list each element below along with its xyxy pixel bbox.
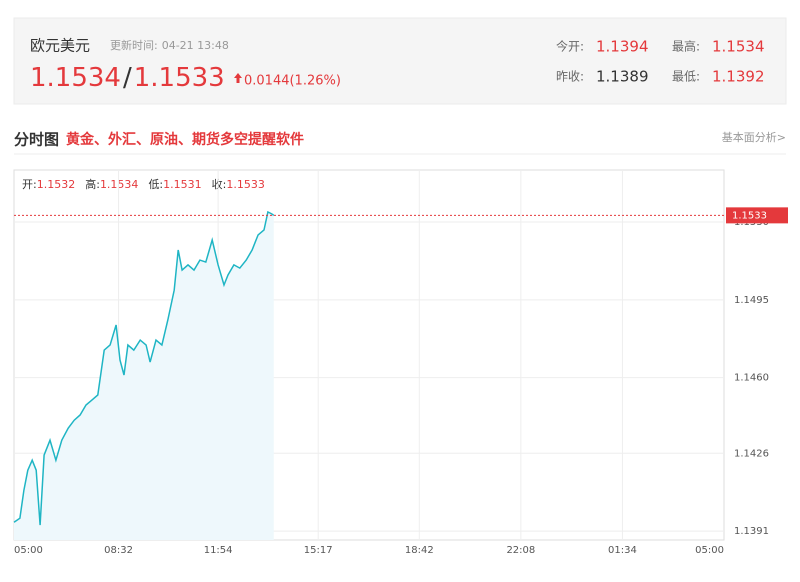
stat-value: 1.1389 [596,68,649,86]
stat-label: 最低: [672,70,700,84]
stat-value: 1.1392 [712,68,765,86]
x-tick-label: 22:08 [506,545,535,556]
plot: 1.15301.14951.14601.14261.139105:0008:32… [13,169,788,556]
x-tick-label: 11:54 [204,545,233,556]
y-tick-label: 1.1495 [734,295,769,306]
ask: 1.1533 [134,63,225,93]
price-area [14,212,274,540]
x-tick-label: 15:17 [304,545,333,556]
x-tick-label: 05:00 [695,545,724,556]
stat-label: 最高: [672,39,700,54]
x-tick-label: 18:42 [405,545,434,556]
stat-value: 1.1394 [596,38,649,56]
stat-label: 昨收: [556,70,584,84]
ohlc-value: 1.1531 [163,178,202,191]
y-tick-label: 1.1391 [734,526,769,537]
ohlc-label: 开: [22,178,37,191]
y-tick-label: 1.1426 [734,448,769,459]
current-price-label: 1.1533 [732,210,767,221]
section-title: 分时图 [14,131,59,149]
update-time: 04-21 13:48 [162,39,229,52]
ohlc-value: 1.1534 [100,178,139,191]
change: 0.0144(1.26%) [244,74,341,89]
ohlc-row: 开:1.1532 高:1.1534 低:1.1531 收:1.1533 [22,177,265,191]
up-arrow [234,73,242,83]
stat-value: 1.1534 [712,38,765,56]
separator: / [123,63,132,93]
analysis-link[interactable]: 基本面分析> [722,130,786,144]
ohlc-value: 1.1533 [226,178,265,191]
ohlc-label: 高: [85,177,100,191]
ohlc-value: 1.1532 [37,178,76,191]
bid: 1.1534 [30,63,121,93]
price: 1.1534/1.1533 [30,63,225,93]
x-tick-label: 01:34 [608,545,637,556]
plot-frame [13,169,725,541]
stat-label: 今开: [556,39,584,54]
pair-name: 欧元美元 [30,37,90,55]
ohlc-label: 收: [212,177,227,191]
update-info: 更新时间: 04-21 13:48 [110,38,229,52]
update-label: 更新时间: [110,38,158,52]
y-tick-label: 1.1460 [734,373,769,384]
x-tick-label: 08:32 [104,545,133,556]
current-price-box [726,207,788,224]
price-line [13,210,275,526]
ohlc-label: 低: [148,178,163,191]
x-tick-label: 05:00 [14,545,43,556]
promo-link[interactable]: 黄金、外汇、原油、期货多空提醒软件 [66,131,304,148]
quote-panel [13,17,787,105]
